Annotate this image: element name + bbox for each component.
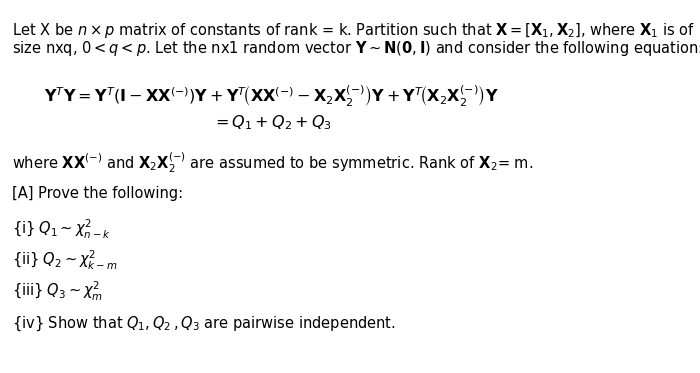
- Text: $\{$iii$\}\; Q_3 \sim \chi^2_{m}$: $\{$iii$\}\; Q_3 \sim \chi^2_{m}$: [12, 279, 104, 303]
- Text: $= Q_1 + Q_2 + Q_3$: $= Q_1 + Q_2 + Q_3$: [212, 113, 332, 132]
- Text: $\{$iv$\}$ Show that $Q_1, Q_2\, , Q_3$ are pairwise independent.: $\{$iv$\}$ Show that $Q_1, Q_2\, , Q_3$ …: [12, 314, 396, 333]
- Text: [A] Prove the following:: [A] Prove the following:: [12, 186, 183, 201]
- Text: Let X be $n\times p$ matrix of constants of rank = k. Partition such that $\math: Let X be $n\times p$ matrix of constants…: [12, 21, 696, 40]
- Text: $\mathbf{Y}^T\mathbf{Y} = \mathbf{Y}^T(\mathbf{I} - \mathbf{X}\mathbf{X}^{(-)})\: $\mathbf{Y}^T\mathbf{Y} = \mathbf{Y}^T(\…: [44, 82, 499, 107]
- Text: size nxq, $0 < q < p$. Let the nx1 random vector $\mathbf{Y} \sim \mathbf{N}(\ma: size nxq, $0 < q < p$. Let the nx1 rando…: [12, 39, 700, 58]
- Text: $\{$i$\}\; Q_1 \sim \chi^2_{n-k}$: $\{$i$\}\; Q_1 \sim \chi^2_{n-k}$: [12, 217, 111, 241]
- Text: $\{$ii$\}\; Q_2 \sim \chi^2_{k-m}$: $\{$ii$\}\; Q_2 \sim \chi^2_{k-m}$: [12, 248, 118, 272]
- Text: where $\mathbf{XX}^{(-)}$ and $\mathbf{X}_2\mathbf{X}_2^{(-)}$ are assumed to be: where $\mathbf{XX}^{(-)}$ and $\mathbf{X…: [12, 150, 533, 175]
